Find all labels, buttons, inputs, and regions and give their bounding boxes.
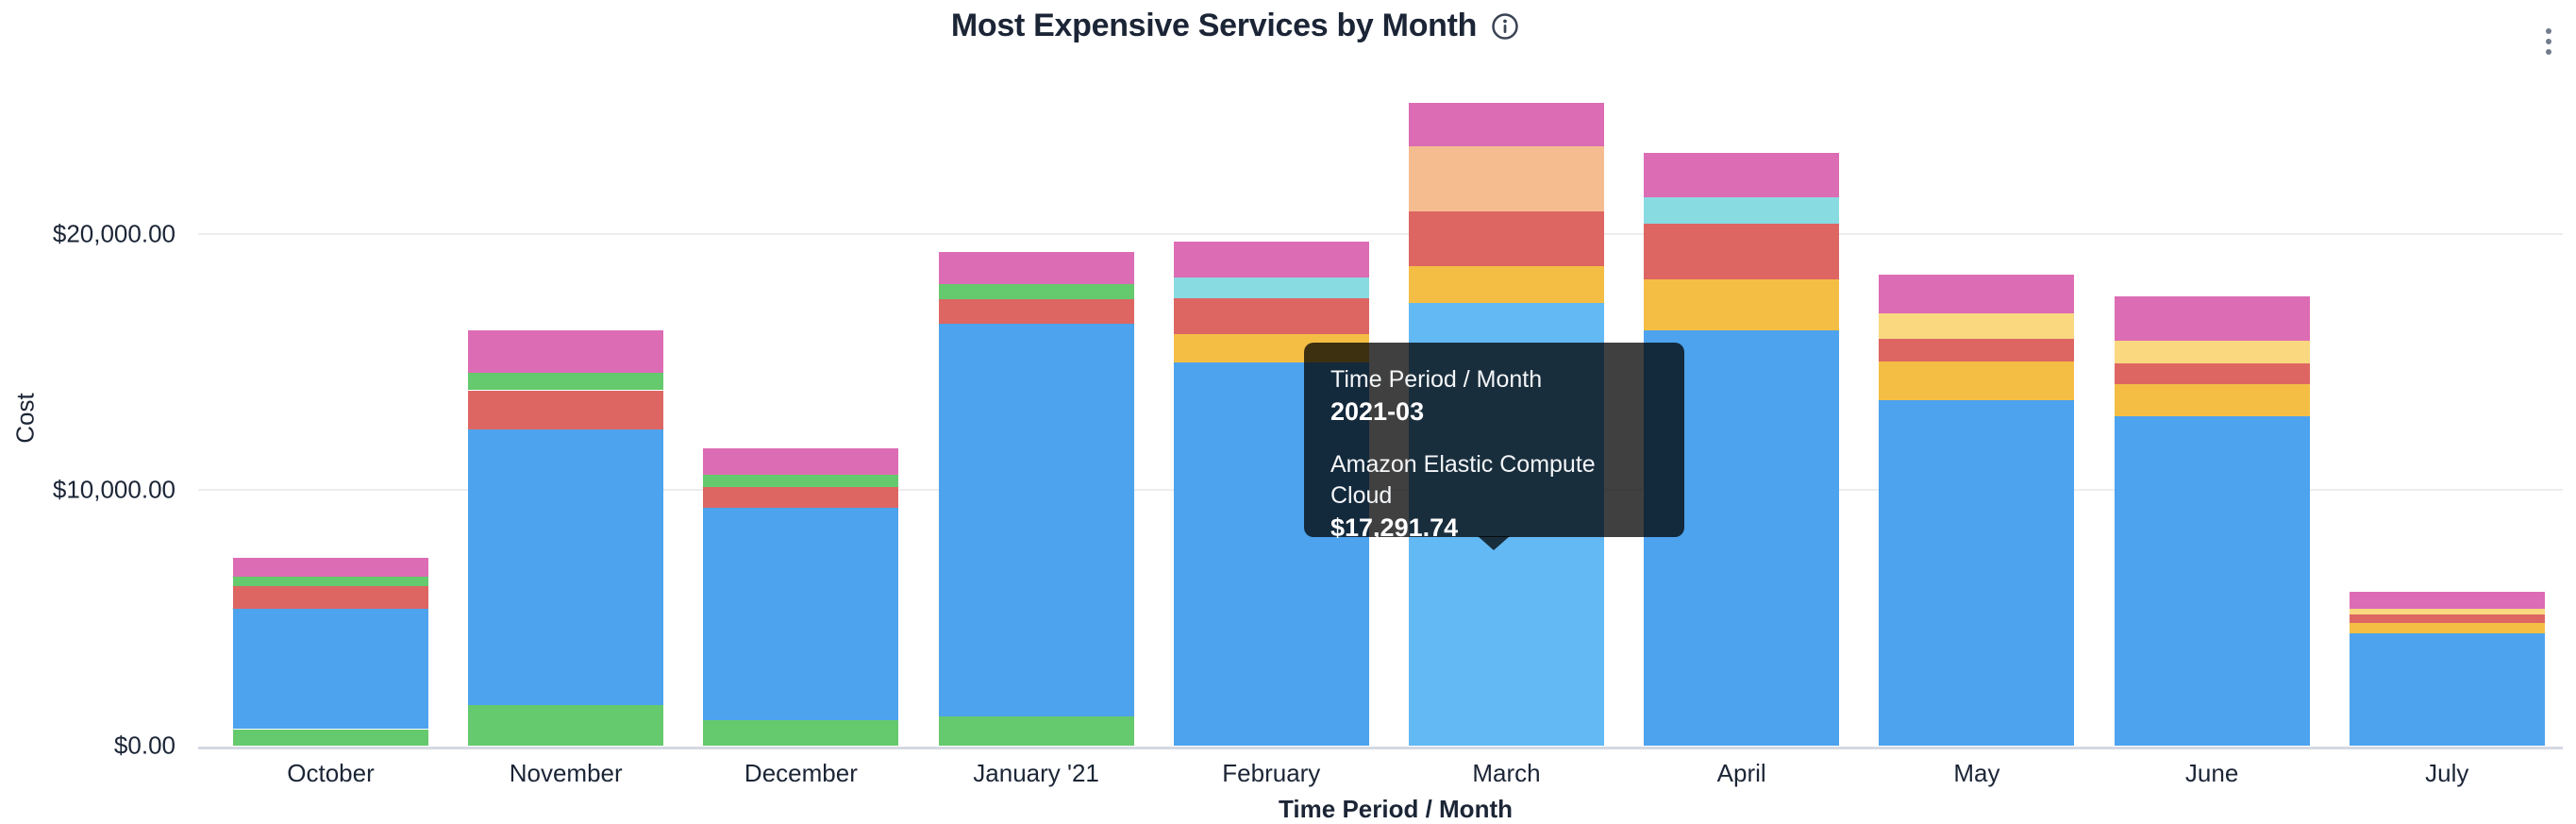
bar-segment-july-pale_yellow[interactable] (2349, 608, 2545, 614)
bar-segment-october-green[interactable] (233, 729, 428, 746)
bar-segment-july-blue[interactable] (2349, 632, 2545, 746)
y-tick-label: $10,000.00 (52, 475, 176, 504)
kebab-menu-icon[interactable] (2542, 25, 2555, 59)
bar-segment-march-orange[interactable] (1409, 265, 1604, 303)
bar-segment-january-21-blue[interactable] (938, 323, 1134, 716)
x-tick-label-may: May (1953, 759, 2000, 787)
x-tick-label-july: July (2425, 759, 2469, 787)
x-tick-label-december: December (744, 759, 858, 787)
tooltip-caret (1478, 536, 1510, 550)
bar-segment-october-blue[interactable] (233, 609, 428, 730)
bar-segment-november-blue[interactable] (468, 429, 664, 706)
bar-segment-october-red[interactable] (233, 586, 428, 610)
x-tick-label-february: February (1222, 759, 1321, 787)
bar-segment-june-red[interactable] (2114, 363, 2310, 385)
bar-segment-january-21-green[interactable] (938, 715, 1134, 746)
bar-segment-june-orange[interactable] (2114, 384, 2310, 417)
y-tick-label: $20,000.00 (52, 219, 176, 247)
bar-segment-december-pink[interactable] (703, 448, 899, 476)
x-tick-label-march: March (1472, 759, 1541, 787)
bar-segment-june-pale_yellow[interactable] (2114, 340, 2310, 364)
x-tick-label-october: October (287, 759, 375, 787)
bar-segment-february-teal[interactable] (1173, 277, 1369, 299)
y-axis-title: Cost (10, 393, 40, 444)
y-tick-label: $0.00 (113, 731, 176, 760)
bar-segment-march-peach[interactable] (1409, 146, 1604, 211)
bar-segment-january-21-pink[interactable] (938, 251, 1134, 284)
tooltip-dimension-label: Time Period / Month (1330, 366, 1543, 393)
bar-segment-november-green[interactable] (468, 705, 664, 746)
bar-segment-december-green[interactable] (703, 475, 899, 488)
bar-segment-february-red[interactable] (1173, 298, 1369, 334)
bar-segment-october-pink[interactable] (233, 558, 428, 578)
tooltip-period-value: 2021-03 (1330, 397, 1425, 426)
bar-segment-november-green[interactable] (468, 373, 664, 391)
bar-segment-may-blue[interactable] (1879, 400, 2075, 746)
bar-segment-february-pink[interactable] (1173, 242, 1369, 278)
bar-segment-april-pink[interactable] (1644, 153, 1840, 197)
tooltip: Time Period / Month 2021-03 Amazon Elast… (1304, 343, 1684, 550)
bar-segment-may-orange[interactable] (1879, 361, 2075, 401)
bar-segment-november-red[interactable] (468, 390, 664, 429)
bar-segment-july-pink[interactable] (2349, 591, 2545, 609)
chart-header: Most Expensive Services by Month (0, 8, 2523, 44)
bar-segment-october-green[interactable] (233, 577, 428, 587)
grid-line-0 (198, 747, 2563, 749)
bar-segment-may-pink[interactable] (1879, 274, 2075, 313)
bar-segment-june-blue[interactable] (2114, 416, 2310, 746)
x-tick-label-november: November (509, 759, 623, 787)
bar-segment-july-red[interactable] (2349, 614, 2545, 623)
tooltip-cost-value: $17,291.74 (1330, 513, 1459, 542)
bar-segment-november-pink[interactable] (468, 330, 664, 374)
grid-line-20000 (198, 232, 2563, 235)
bar-segment-january-21-red[interactable] (938, 298, 1134, 324)
bar-segment-april-red[interactable] (1644, 223, 1840, 279)
bar-segment-june-pink[interactable] (2114, 295, 2310, 341)
x-tick-label-january-21: January '21 (973, 759, 1099, 787)
bar-segment-may-pale_yellow[interactable] (1879, 312, 2075, 339)
info-icon[interactable] (1491, 12, 1519, 41)
bar-segment-march-red[interactable] (1409, 210, 1604, 266)
x-tick-label-april: April (1716, 759, 1766, 787)
bar-segment-march-pink[interactable] (1409, 103, 1604, 147)
bar-segment-december-red[interactable] (703, 487, 899, 509)
bar-segment-april-orange[interactable] (1644, 278, 1840, 331)
bar-segment-january-21-green[interactable] (938, 283, 1134, 299)
bar-segment-april-teal[interactable] (1644, 196, 1840, 224)
bar-segment-may-red[interactable] (1879, 338, 2075, 362)
bar-segment-july-orange[interactable] (2349, 622, 2545, 633)
x-tick-label-june: June (2184, 759, 2239, 787)
chart-title: Most Expensive Services by Month (950, 8, 1478, 43)
bar-segment-december-green[interactable] (703, 719, 899, 746)
tooltip-series-name: Amazon Elastic Compute Cloud (1330, 451, 1596, 509)
bar-segment-december-blue[interactable] (703, 508, 899, 720)
